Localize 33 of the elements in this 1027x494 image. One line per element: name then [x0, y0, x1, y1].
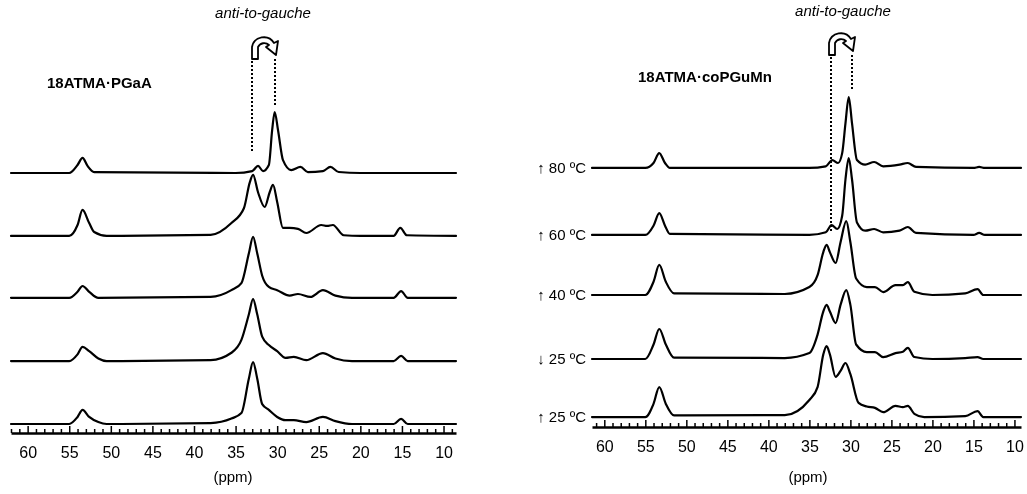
x-tick-label: 40	[759, 438, 778, 456]
x-tick-label: 25	[883, 438, 901, 456]
x-tick-label: 60	[595, 438, 614, 456]
x-axis-title: (ppm)	[213, 468, 253, 485]
x-tick-label: 45	[144, 444, 162, 462]
x-tick-label: 60	[19, 444, 38, 462]
x-axis-title: (ppm)	[788, 468, 828, 485]
x-tick-label: 55	[60, 444, 79, 462]
x-tick-label: 50	[102, 444, 121, 462]
chart-title: 18ATMA·coPGuMn	[638, 68, 772, 85]
x-tick-label: 15	[393, 444, 412, 462]
chart-title: 18ATMA·PGaA	[47, 74, 152, 91]
series-label: ↓ 25 ºC	[537, 350, 587, 368]
x-tick-label: 50	[677, 438, 696, 456]
series-label: ↑ 60 ºC	[537, 225, 587, 243]
x-tick-label: 20	[351, 444, 370, 462]
series-label: ↑ 40 ºC	[537, 286, 587, 303]
text: anti-to-gauche	[795, 2, 891, 19]
x-tick-label: 55	[636, 438, 655, 456]
x-tick-label: 10	[1006, 438, 1024, 456]
x-tick-label: 35	[800, 438, 819, 456]
x-tick-label: 35	[227, 444, 246, 462]
x-tick-label: 15	[965, 438, 983, 456]
x-tick-label: 30	[841, 438, 860, 456]
x-tick-label: 20	[924, 438, 942, 456]
x-tick-label: 10	[435, 444, 454, 462]
x-tick-label: 25	[310, 444, 329, 462]
series-label: ↑ 25 ºC	[537, 408, 587, 426]
series-label: ↑ 80 ºC	[537, 158, 587, 176]
x-tick-label: 30	[268, 444, 287, 462]
x-tick-label: 45	[718, 438, 737, 456]
x-tick-label: 40	[185, 444, 204, 462]
text: anti-to-gauche	[215, 4, 311, 21]
